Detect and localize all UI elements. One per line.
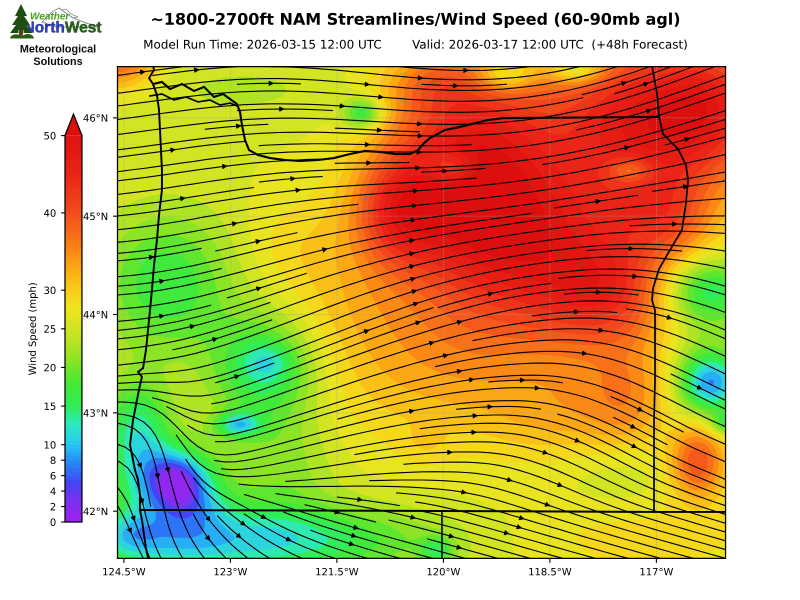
- svg-text:Weather: Weather: [30, 12, 70, 23]
- svg-text:Meteorological: Meteorological: [20, 44, 96, 56]
- svg-text:NorthWest: NorthWest: [24, 20, 102, 37]
- svg-text:Solutions: Solutions: [33, 56, 82, 68]
